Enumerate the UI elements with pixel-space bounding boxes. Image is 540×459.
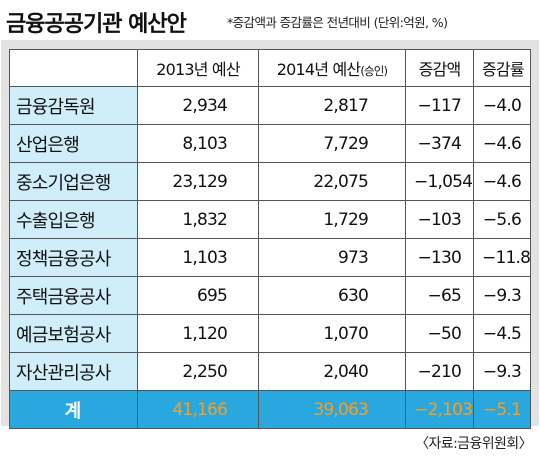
- total-label: 계: [9, 390, 138, 429]
- cell-rate: −9.3: [473, 352, 531, 391]
- cell-2013: 2,934: [137, 86, 259, 125]
- row-name: 중소기업은행: [9, 162, 138, 201]
- header-change-amount: 증감액: [405, 49, 474, 87]
- cell-diff: −65: [405, 276, 474, 315]
- row-name: 예금보험공사: [9, 314, 138, 353]
- total-rate: −5.1: [473, 390, 531, 429]
- cell-diff: −117: [405, 86, 474, 125]
- cell-diff: −1,054: [405, 162, 474, 201]
- table-row: 산업은행 8,103 7,729 −374 −4.6: [9, 124, 531, 163]
- total-2013: 41,166: [137, 390, 259, 429]
- cell-rate: −4.6: [473, 124, 531, 163]
- cell-2013: 695: [137, 276, 259, 315]
- header-corner-cell: [9, 49, 138, 87]
- header-2014-label: 2014년 예산: [276, 60, 361, 79]
- budget-table: 2013년 예산 2014년 예산(승인) 증감액 증감률 금융감독원 2,93…: [9, 49, 531, 429]
- total-2014: 39,063: [258, 390, 406, 429]
- cell-2014: 1,070: [258, 314, 406, 353]
- cell-2013: 1,832: [137, 200, 259, 239]
- row-name: 자산관리공사: [9, 352, 138, 391]
- cell-2013: 1,120: [137, 314, 259, 353]
- total-diff: −2,103: [405, 390, 474, 429]
- cell-rate: −5.6: [473, 200, 531, 239]
- cell-2014: 2,817: [258, 86, 406, 125]
- table-row: 정책금융공사 1,103 973 −130 −11.8: [9, 238, 531, 277]
- cell-rate: −11.8: [473, 238, 531, 277]
- table-row: 금융감독원 2,934 2,817 −117 −4.0: [9, 86, 531, 125]
- cell-2014: 1,729: [258, 200, 406, 239]
- cell-diff: −50: [405, 314, 474, 353]
- header-2014-approved: (승인): [360, 64, 388, 78]
- page-title: 금융공공기관 예산안: [6, 12, 187, 37]
- source-credit: 〈자료:금융위원회〉: [415, 436, 532, 452]
- cell-2013: 23,129: [137, 162, 259, 201]
- header-2013-budget: 2013년 예산: [137, 49, 259, 87]
- total-row: 계 41,166 39,063 −2,103 −5.1: [9, 390, 531, 429]
- row-name: 정책금융공사: [9, 238, 138, 277]
- cell-rate: −4.0: [473, 86, 531, 125]
- row-name: 산업은행: [9, 124, 138, 163]
- unit-note: *증감액과 증감률은 전년대비 (단위:억원, %): [227, 15, 448, 30]
- header-row: 2013년 예산 2014년 예산(승인) 증감액 증감률: [9, 49, 531, 87]
- cell-diff: −130: [405, 238, 474, 277]
- header-change-rate: 증감률: [473, 49, 531, 87]
- cell-diff: −103: [405, 200, 474, 239]
- row-name: 주택금융공사: [9, 276, 138, 315]
- cell-diff: −374: [405, 124, 474, 163]
- row-name: 수출입은행: [9, 200, 138, 239]
- cell-rate: −4.5: [473, 314, 531, 353]
- table-row: 수출입은행 1,832 1,729 −103 −5.6: [9, 200, 531, 239]
- cell-2014: 2,040: [258, 352, 406, 391]
- cell-rate: −4.6: [473, 162, 531, 201]
- cell-2014: 630: [258, 276, 406, 315]
- cell-2013: 8,103: [137, 124, 259, 163]
- cell-diff: −210: [405, 352, 474, 391]
- table-row: 예금보험공사 1,120 1,070 −50 −4.5: [9, 314, 531, 353]
- cell-rate: −9.3: [473, 276, 531, 315]
- cell-2013: 2,250: [137, 352, 259, 391]
- cell-2014: 22,075: [258, 162, 406, 201]
- cell-2014: 973: [258, 238, 406, 277]
- cell-2014: 7,729: [258, 124, 406, 163]
- row-name: 금융감독원: [9, 86, 138, 125]
- table-row: 중소기업은행 23,129 22,075 −1,054 −4.6: [9, 162, 531, 201]
- table-row: 자산관리공사 2,250 2,040 −210 −9.3: [9, 352, 531, 391]
- table-row: 주택금융공사 695 630 −65 −9.3: [9, 276, 531, 315]
- cell-2013: 1,103: [137, 238, 259, 277]
- header-2014-budget: 2014년 예산(승인): [258, 49, 406, 87]
